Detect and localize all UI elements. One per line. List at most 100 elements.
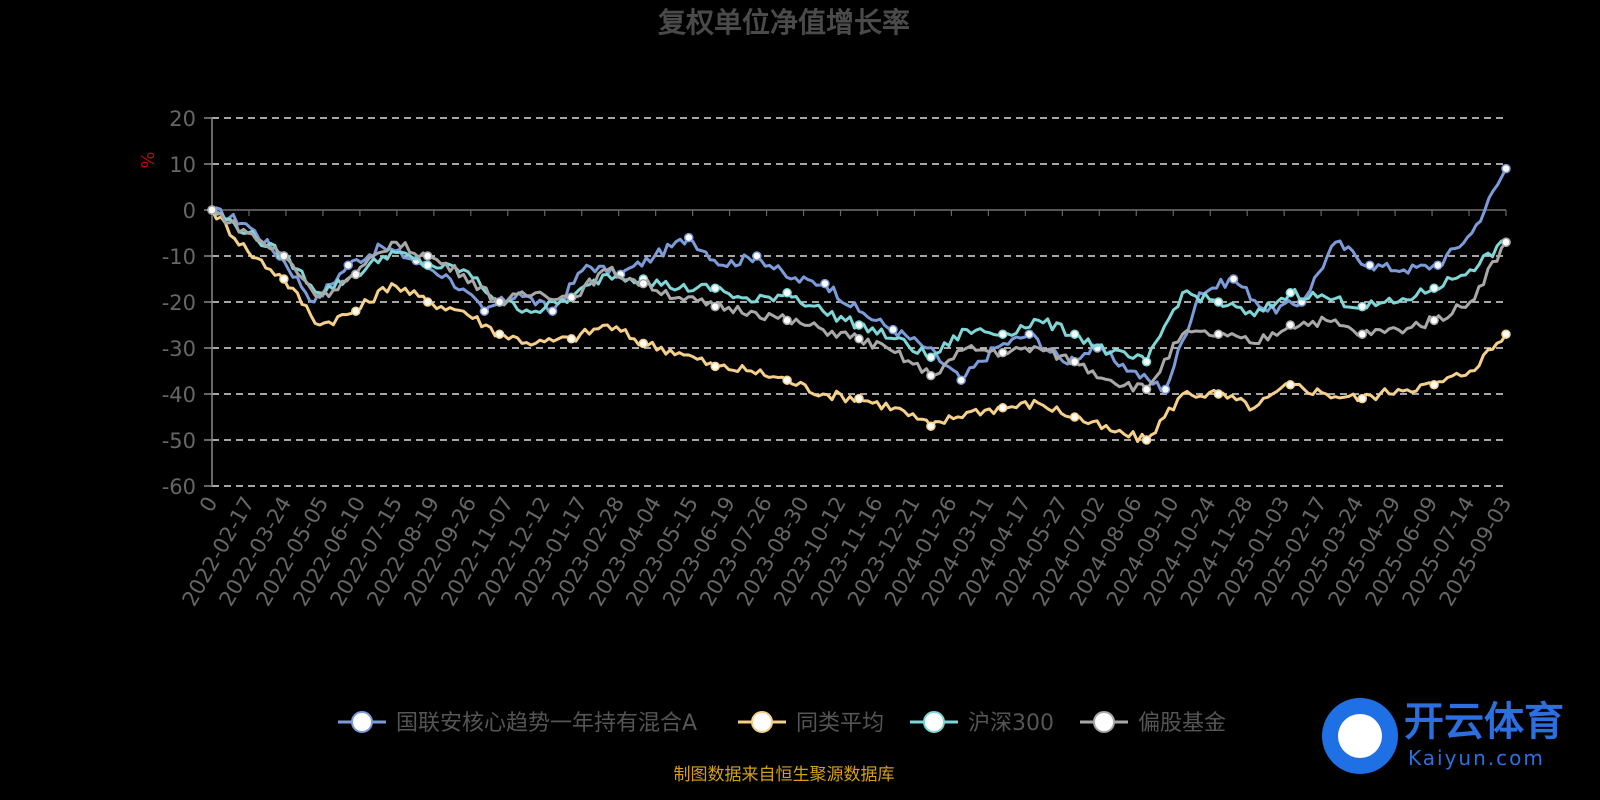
y-tick-label: 10 (169, 153, 196, 177)
data-point (207, 205, 217, 215)
data-point (1024, 329, 1035, 339)
data-point (1285, 288, 1296, 298)
data-point (1141, 435, 1152, 445)
legend-label: 偏股基金 (1138, 711, 1226, 736)
logo-name: 开云体育 (1404, 699, 1564, 745)
y-axis-ticks: 20 10 0 -10 -20 -30 -40 -50 -60 (162, 107, 212, 499)
legend-label: 国联安核心趋势一年持有混合A (396, 711, 697, 736)
data-point (998, 403, 1008, 413)
legend-marker (1093, 711, 1115, 733)
data-point (854, 320, 864, 330)
data-point (710, 283, 720, 293)
y-tick-label: 20 (169, 107, 196, 131)
legend-label: 同类平均 (796, 711, 884, 736)
legend-label: 沪深300 (968, 711, 1054, 736)
legend-item[interactable]: 同类平均 (738, 711, 884, 736)
y-tick-label: 0 (183, 199, 196, 223)
legend-marker (751, 711, 773, 733)
y-axis-unit: % (138, 151, 159, 168)
data-point (1357, 301, 1367, 312)
data-point (494, 329, 505, 339)
data-point (566, 292, 577, 303)
data-point (566, 334, 577, 344)
data-point (1357, 393, 1367, 404)
data-point (1429, 380, 1439, 390)
data-point (422, 297, 433, 307)
data-point (782, 288, 792, 298)
data-point (926, 421, 936, 431)
data-point (1069, 412, 1080, 422)
data-point (1141, 384, 1152, 395)
data-point (888, 324, 898, 335)
y-tick-label: -60 (162, 475, 196, 499)
data-point (422, 260, 433, 270)
data-point (494, 297, 505, 307)
data-point (1141, 357, 1152, 367)
data-point (547, 306, 558, 316)
brand-logo: 开云体育 Kaiyun.com (1322, 698, 1564, 774)
y-tick-label: -30 (162, 337, 196, 361)
data-point (638, 278, 649, 289)
data-point (854, 334, 864, 344)
data-point (1501, 329, 1511, 339)
data-point (1501, 163, 1511, 174)
legend-item[interactable]: 偏股基金 (1080, 711, 1226, 736)
chart-title: 复权单位净值增长率 (658, 6, 910, 39)
data-point (343, 260, 353, 270)
data-point (998, 347, 1008, 358)
data-point (1160, 384, 1171, 395)
series-line (211, 208, 1508, 393)
data-point (854, 393, 864, 404)
data-point (1213, 389, 1224, 399)
y-tick-label: -50 (162, 429, 196, 453)
data-point (1285, 320, 1296, 330)
data-point (1501, 237, 1511, 247)
data-point (351, 306, 361, 316)
legend-item[interactable]: 国联安核心趋势一年持有混合A (338, 711, 697, 736)
legend-item[interactable]: 沪深300 (910, 711, 1054, 736)
data-point (1228, 274, 1239, 284)
data-point (683, 232, 694, 243)
data-point (1429, 315, 1439, 326)
data-point (1365, 260, 1375, 270)
legend-marker (351, 711, 373, 733)
data-point (926, 370, 936, 381)
data-point (1069, 357, 1080, 367)
data-point (279, 251, 289, 261)
y-tick-label: -10 (162, 245, 196, 269)
data-point (1357, 329, 1367, 339)
legend-marker (923, 711, 945, 733)
data-point (710, 361, 720, 372)
source-note: 制图数据来自恒生聚源数据库 (674, 765, 895, 785)
data-point (1433, 260, 1443, 270)
data-point (820, 278, 830, 289)
data-point (279, 274, 289, 284)
data-point (956, 375, 966, 385)
data-point (422, 251, 433, 261)
series-line (211, 167, 1508, 393)
data-point (782, 315, 792, 326)
data-point (1069, 329, 1080, 339)
x-tick-label: 0 (195, 493, 222, 517)
data-point (710, 301, 720, 312)
logo-ball-inner (1338, 714, 1382, 758)
data-point (638, 338, 649, 349)
data-point (351, 269, 361, 280)
x-axis-ticks: 02022-02-172022-03-242022-05-052022-06-1… (177, 210, 1516, 610)
data-point (752, 251, 762, 261)
y-tick-label: -40 (162, 383, 196, 407)
logo-sub: Kaiyun.com (1408, 746, 1545, 770)
data-point (782, 375, 792, 385)
data-point (1429, 283, 1439, 293)
data-point (479, 306, 490, 316)
data-point (1213, 297, 1224, 307)
gridlines (211, 117, 1506, 487)
series-lines (207, 163, 1511, 445)
data-point (998, 329, 1008, 339)
y-tick-label: -20 (162, 291, 196, 315)
legend[interactable]: 国联安核心趋势一年持有混合A 同类平均 沪深300 偏股基金 (338, 711, 1226, 736)
data-point (1213, 329, 1224, 339)
data-point (926, 352, 936, 362)
data-point (1285, 380, 1296, 390)
